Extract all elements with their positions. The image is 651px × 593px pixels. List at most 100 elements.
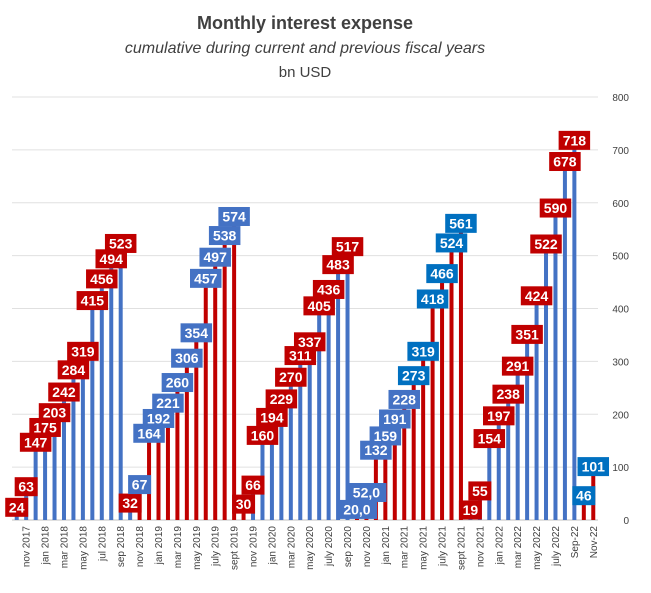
- data-label: 523: [109, 235, 133, 251]
- x-tick-label: jan 2019: [154, 526, 165, 566]
- data-label-box: [483, 406, 515, 426]
- data-label: 154: [478, 431, 502, 447]
- bar: [80, 351, 85, 520]
- data-label: 538: [213, 228, 237, 244]
- data-label-box: [19, 432, 52, 452]
- x-tick-label: Nov-22: [589, 526, 600, 559]
- data-label: 147: [24, 434, 48, 450]
- bar: [232, 216, 237, 520]
- x-tick-label: july 2019: [211, 526, 222, 567]
- bars: [14, 140, 596, 521]
- data-label-box: [501, 356, 534, 376]
- y-tick-label: 800: [612, 93, 629, 104]
- data-label-box: [104, 233, 137, 253]
- data-label-box: [208, 226, 241, 246]
- x-tick-label: sept 2019: [230, 526, 241, 570]
- data-label-box: [86, 269, 118, 289]
- data-label-box: [520, 286, 553, 306]
- bar: [288, 377, 293, 520]
- data-label-box: [246, 425, 279, 445]
- bar: [544, 243, 549, 520]
- data-label: 337: [298, 334, 322, 350]
- data-label: 678: [553, 154, 577, 170]
- bar: [71, 369, 76, 520]
- data-label: 194: [260, 409, 284, 425]
- data-label: 456: [90, 271, 114, 287]
- data-label: 52,0: [353, 485, 380, 501]
- bar: [562, 161, 567, 520]
- data-label-box: [133, 423, 165, 443]
- x-tick-label: may 2019: [192, 526, 203, 570]
- bar: [222, 235, 227, 520]
- x-tick-label: sep 2018: [116, 526, 127, 568]
- data-label: 405: [307, 298, 331, 314]
- data-label: 203: [43, 405, 67, 421]
- data-label-box: [180, 323, 213, 343]
- y-tick-label: 300: [612, 357, 629, 368]
- bar: [534, 295, 539, 520]
- data-label: 238: [497, 386, 521, 402]
- data-label-box: [388, 389, 420, 409]
- y-tick-label: 200: [612, 410, 629, 421]
- data-label-box: [218, 206, 250, 226]
- data-label: 20,0: [343, 501, 370, 517]
- chart-title: Monthly interest expense: [197, 13, 413, 33]
- data-label: 522: [534, 236, 558, 252]
- data-label-box: [558, 130, 591, 150]
- bar: [392, 419, 397, 520]
- bar: [430, 298, 435, 520]
- data-label: 66: [245, 477, 261, 493]
- bar: [581, 495, 586, 520]
- data-label-box: [161, 373, 194, 393]
- data-label: 319: [411, 343, 435, 359]
- data-label-box: [303, 296, 335, 316]
- x-tick-label: Sep-22: [570, 526, 581, 559]
- data-label: 221: [156, 395, 180, 411]
- y-tick-label: 400: [612, 305, 629, 316]
- data-label: 319: [71, 343, 95, 359]
- x-tick-label: jan 2022: [494, 526, 505, 566]
- data-label: 229: [270, 391, 294, 407]
- data-label: 457: [194, 270, 218, 286]
- bar: [61, 392, 66, 520]
- bar: [109, 258, 114, 520]
- bar: [203, 278, 208, 520]
- x-tick-label: nov 2021: [475, 526, 486, 568]
- data-label-box: [199, 247, 231, 267]
- bar: [317, 305, 322, 520]
- x-tick-label: mar 2022: [513, 526, 524, 569]
- data-label: 175: [33, 419, 57, 435]
- data-label: 19: [463, 502, 479, 518]
- y-tick-label: 100: [612, 463, 629, 474]
- data-label: 424: [525, 288, 549, 304]
- x-tick-label: may 2020: [305, 526, 316, 570]
- bar: [213, 257, 218, 520]
- bar: [279, 398, 284, 520]
- data-label-box: [346, 483, 387, 503]
- bar: [345, 246, 350, 521]
- data-label: 306: [175, 350, 199, 366]
- data-label: 494: [100, 251, 124, 267]
- bar: [506, 394, 511, 520]
- data-label-box: [539, 198, 572, 218]
- data-label-box: [293, 332, 326, 352]
- data-label: 32: [122, 495, 138, 511]
- bar: [175, 382, 180, 520]
- y-unit-label: bn USD: [279, 64, 332, 81]
- data-label: 561: [449, 215, 473, 231]
- x-tick-label: sep 2020: [343, 526, 354, 568]
- data-label-box: [241, 475, 265, 495]
- data-label-box: [468, 481, 492, 501]
- bar: [449, 242, 454, 520]
- data-label: 351: [515, 326, 539, 342]
- data-label-box: [38, 403, 71, 423]
- data-label: 311: [289, 348, 312, 364]
- data-label-box: [336, 499, 377, 519]
- data-label-box: [29, 417, 61, 437]
- data-label: 436: [317, 281, 341, 297]
- data-label: 718: [563, 132, 587, 148]
- data-label: 55: [472, 483, 488, 499]
- data-label-box: [511, 324, 543, 344]
- data-label-box: [492, 384, 524, 404]
